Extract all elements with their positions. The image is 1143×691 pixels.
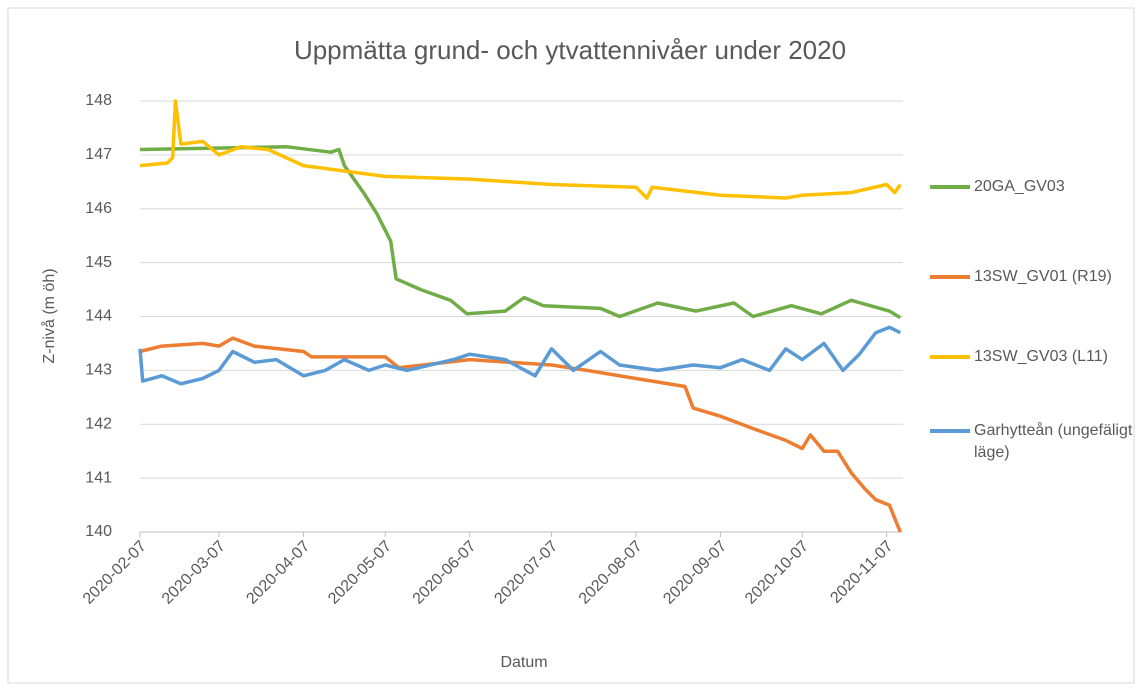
y-tick-label: 145 [85, 254, 112, 271]
y-tick-label: 144 [85, 308, 112, 325]
legend-label: 13SW_GV03 (L11) [974, 348, 1108, 365]
y-tick-label: 141 [85, 469, 112, 486]
y-tick-label: 143 [85, 362, 112, 379]
y-tick-label: 147 [85, 146, 112, 163]
legend-entry: 20GA_GV03 [930, 176, 1143, 198]
y-tick-label: 140 [85, 523, 112, 540]
series-line [139, 145, 902, 320]
series-line [139, 99, 902, 200]
legend-swatch [930, 275, 970, 279]
legend-entry: 13SW_GV03 (L11) [930, 346, 1143, 368]
series-line [139, 336, 902, 533]
y-axis-label: Z-nivå (m öh) [40, 268, 58, 363]
y-tick-label: 148 [85, 92, 112, 109]
chart-title: Uppmätta grund- och ytvattennivåer under… [294, 35, 846, 65]
legend-swatch [930, 355, 970, 359]
y-tick-label: 146 [85, 200, 112, 217]
legend-label: 20GA_GV03 [974, 178, 1065, 195]
legend-label: 13SW_GV01 (R19) [974, 268, 1112, 285]
legend-entry: Garhytteån (ungefäligt läge) [930, 420, 1143, 464]
series-line [138, 325, 902, 386]
legend-swatch [930, 185, 970, 189]
legend-entry: 13SW_GV01 (R19) [930, 266, 1143, 288]
x-axis-label: Datum [500, 654, 547, 671]
y-tick-label: 142 [85, 415, 112, 432]
legend-swatch [930, 429, 970, 433]
legend-label: Garhytteån (ungefäligt läge) [974, 422, 1133, 461]
